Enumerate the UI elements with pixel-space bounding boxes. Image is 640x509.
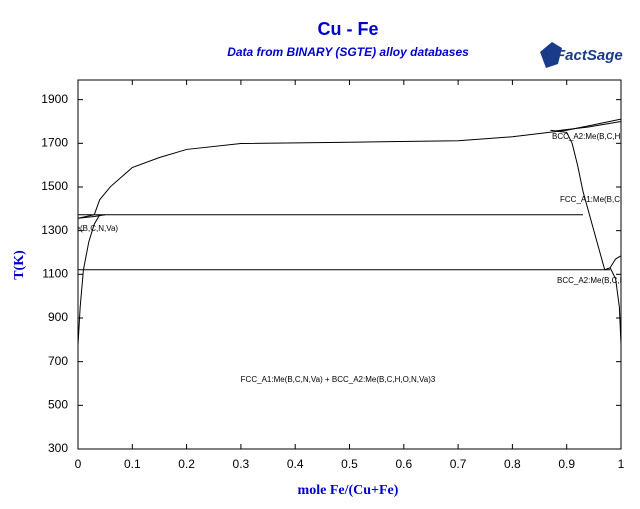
x-tick-label: 0.5 (341, 457, 358, 471)
x-tick-label: 0.8 (504, 457, 521, 471)
y-tick-label: 300 (48, 441, 68, 455)
phase-boundary (609, 255, 621, 269)
phase-boundary (550, 129, 606, 270)
x-tick-label: 1 (618, 457, 625, 471)
phase-label: BCC_A2:Me(B,C,H, (557, 276, 628, 285)
x-tick-label: 0.9 (558, 457, 575, 471)
x-tick-label: 0.4 (287, 457, 304, 471)
y-tick-label: 700 (48, 354, 68, 368)
y-tick-label: 1100 (42, 266, 68, 280)
x-axis-label: mole Fe/(Cu+Fe) (298, 483, 399, 498)
x-tick-label: 0.2 (178, 457, 195, 471)
logo-text: FactSage (556, 47, 623, 64)
phase-label: FCC_A1:Me(B,C,N,Va) (36, 224, 118, 233)
y-tick-label: 1300 (41, 223, 68, 237)
phase-boundary (78, 214, 106, 219)
y-tick-label: 900 (48, 310, 68, 324)
x-tick-label: 0.7 (450, 457, 467, 471)
phase-boundary (555, 120, 621, 132)
logo-icon (540, 42, 562, 68)
y-tick-label: 500 (48, 398, 68, 412)
x-tick-label: 0.3 (233, 457, 250, 471)
logo: FactSage (540, 42, 623, 68)
chart-title: Cu - Fe (318, 19, 379, 39)
chart-subtitle: Data from BINARY (SGTE) alloy databases (227, 45, 469, 59)
phase-label: BCC_A2:Me(B,C,H,O (552, 132, 629, 141)
phase-label: FCC_A1:Me(B,C,N,Va) + BCC_A2:Me(B,C,H,O,… (241, 375, 436, 384)
y-tick-label: 1700 (41, 135, 68, 149)
x-tick-label: 0.6 (395, 457, 412, 471)
phase-boundary (604, 267, 621, 345)
x-tick-label: 0 (75, 457, 82, 471)
x-tick-label: 0.1 (124, 457, 141, 471)
phase-boundary (78, 214, 101, 345)
phase-boundary (78, 118, 621, 219)
y-tick-label: 1900 (41, 92, 68, 106)
phase-label: FCC_A1:Me(B,C,N (560, 195, 628, 204)
y-axis-label: T(K) (12, 250, 27, 280)
plot-frame (77, 79, 622, 450)
plot-area: FCC_A1:Me(B,C,N,Va) FCC_A1:Me(B,C,N,Va) +… (36, 118, 629, 384)
y-tick-label: 1500 (41, 179, 68, 193)
